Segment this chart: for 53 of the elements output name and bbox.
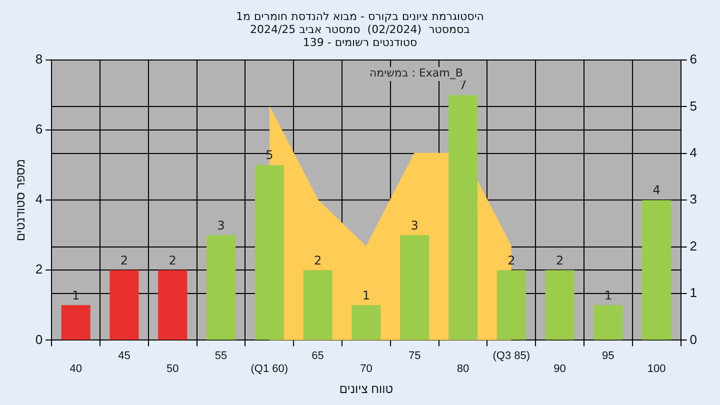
data-label: 2 <box>556 253 564 268</box>
data-label: 5 <box>266 148 274 162</box>
x-tick-label: (Q1 60) <box>250 363 288 376</box>
y2-tick-label: 3 <box>690 192 698 207</box>
y-tick-label: 0 <box>35 332 43 347</box>
y2-tick-label: 0 <box>690 332 698 347</box>
bar <box>496 270 526 340</box>
x-tick-label: 75 <box>408 350 421 362</box>
data-label: 3 <box>410 218 418 232</box>
y2-tick-label: 1 <box>690 285 698 300</box>
bar <box>303 270 332 340</box>
data-label: 2 <box>508 253 516 268</box>
bar <box>545 270 574 340</box>
bar <box>642 200 672 340</box>
bar <box>254 165 284 340</box>
x-tick-label: 65 <box>312 350 324 362</box>
bar <box>110 270 139 340</box>
bar <box>206 235 236 340</box>
x-tick-label: 40 <box>70 363 82 376</box>
x-tick-label: 50 <box>166 363 179 376</box>
x-tick-label: 100 <box>647 363 666 376</box>
y-tick-label: 2 <box>35 262 43 277</box>
bar <box>400 235 430 340</box>
y-tick-label: 4 <box>35 192 43 207</box>
y-tick-label: 8 <box>35 52 43 67</box>
y-axis-title: מספר סטודנטים <box>14 159 28 242</box>
y2-tick-label: 5 <box>690 98 698 114</box>
annotation: במשימה : Exam_B <box>369 66 463 80</box>
x-tick-label: 80 <box>456 363 470 376</box>
y2-tick-label: 2 <box>690 238 698 254</box>
data-label: 4 <box>652 183 660 198</box>
y2-tick-label: 6 <box>690 52 698 67</box>
bar <box>352 305 381 340</box>
data-label: 2 <box>168 253 176 268</box>
bar <box>594 305 623 340</box>
x-tick-label: 95 <box>602 350 614 362</box>
data-label: 2 <box>314 253 322 268</box>
data-label: 3 <box>217 218 225 232</box>
y-tick-label: 6 <box>35 122 43 137</box>
data-label: 2 <box>120 253 128 268</box>
x-tick-label: 70 <box>360 363 372 376</box>
data-label: 1 <box>362 288 370 302</box>
x-axis-title: טווח ציונים <box>339 382 394 396</box>
x-tick-label: 55 <box>214 350 228 362</box>
chart-title: היסטוגרמת ציונים בקורס - מבוא להנדסת חומרים מ1 <box>235 10 485 23</box>
x-tick-label: (Q3 85) <box>492 350 530 362</box>
bar <box>448 95 478 340</box>
y2-tick-label: 4 <box>690 144 698 160</box>
bar <box>61 305 90 340</box>
x-tick-label: 90 <box>554 363 566 376</box>
x-tick-label: 45 <box>118 350 130 362</box>
chart-subtitle: בסמסטר (02/2024) סמסטר אביב 2024/25 סטודנטים רשומים - 139 <box>248 23 472 49</box>
bar <box>158 270 188 340</box>
